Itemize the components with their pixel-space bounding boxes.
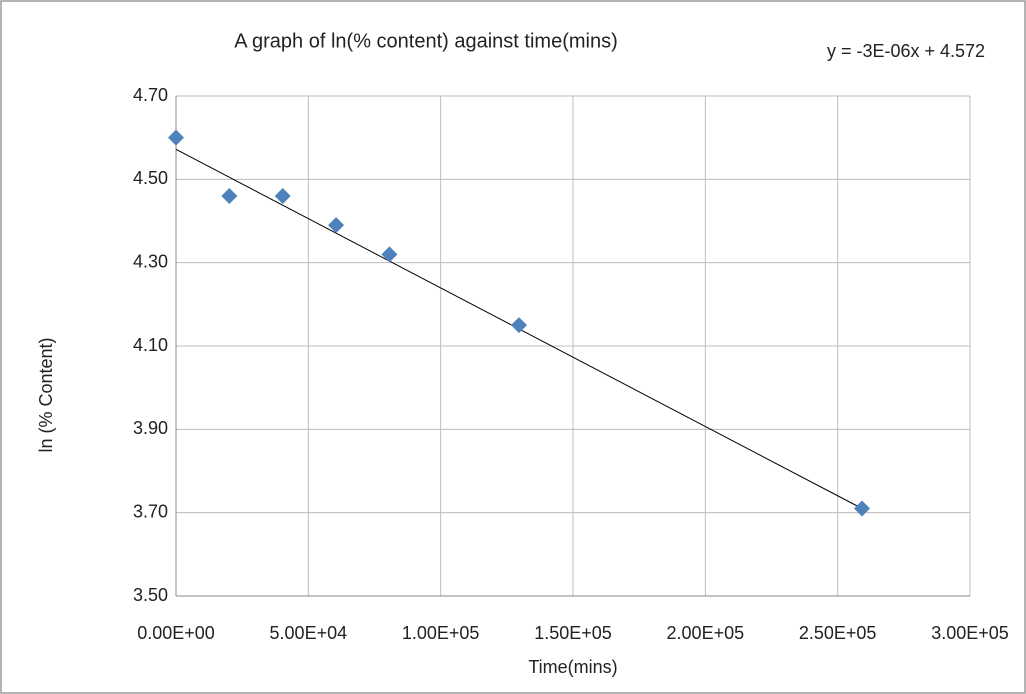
- x-tick-label: 5.00E+04: [270, 623, 348, 643]
- y-tick-label: 4.30: [133, 251, 168, 271]
- y-axis-label: ln (% Content): [36, 337, 56, 452]
- y-tick-label: 3.70: [133, 501, 168, 521]
- y-tick-label: 3.90: [133, 418, 168, 438]
- x-tick-label: 0.00E+00: [137, 623, 215, 643]
- x-tick-label: 2.00E+05: [667, 623, 745, 643]
- x-tick-label: 1.50E+05: [534, 623, 612, 643]
- y-tick-label: 4.70: [133, 85, 168, 105]
- chart-title: A graph of ln(% content) against time(mi…: [234, 30, 618, 52]
- x-axis-label: Time(mins): [528, 657, 617, 677]
- trendline-equation: y = -3E-06x + 4.572: [827, 41, 985, 61]
- x-tick-label: 1.00E+05: [402, 623, 480, 643]
- chart: A graph of ln(% content) against time(mi…: [0, 0, 1026, 694]
- page: A graph of ln(% content) against time(mi…: [0, 0, 1026, 694]
- y-tick-label: 4.10: [133, 335, 168, 355]
- y-tick-label: 4.50: [133, 168, 168, 188]
- y-tick-label: 3.50: [133, 585, 168, 605]
- x-tick-label: 3.00E+05: [931, 623, 1009, 643]
- x-tick-label: 2.50E+05: [799, 623, 877, 643]
